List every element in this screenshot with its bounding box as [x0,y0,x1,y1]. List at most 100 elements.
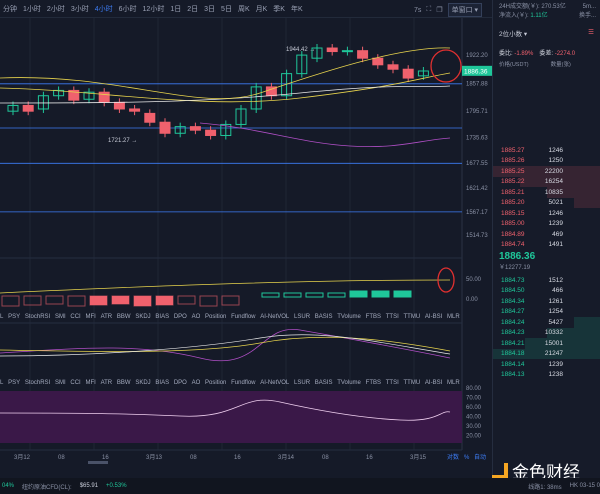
time-scroll-handle[interactable] [88,461,108,464]
timeframe-5[interactable]: 6小时 [118,5,137,13]
asks-row[interactable]: 1885.15 1246 [493,208,600,219]
depth-bar [493,348,600,359]
asks-row[interactable]: 1885.25 22200 [493,166,600,177]
window-mode-select[interactable]: 单窗口 ▾ [447,3,483,17]
indicator-tab[interactable]: ATR [100,380,113,386]
oil-label: 纽约原油CFD(CL): [22,484,72,491]
bids-row[interactable]: 1884.73 1512 [493,275,600,286]
indicator-tab[interactable]: MLR [447,380,460,386]
indicator-tab[interactable]: StochRSI [24,380,51,386]
indicator-tab[interactable]: AO [191,380,201,386]
indicator-tab[interactable]: TVolume [337,380,361,386]
timeframe-3[interactable]: 3小时 [70,5,89,13]
indicator-tab[interactable]: L [0,314,4,320]
indicator-tab[interactable]: Fundflow [231,314,256,320]
bids-row[interactable]: 1884.27 1254 [493,307,600,318]
indicator-tab[interactable]: PSY [8,314,21,320]
timeframe-11[interactable]: 周K [237,5,250,13]
timeframe-1[interactable]: 1小时 [23,5,41,13]
timeframe-10[interactable]: 5日 [221,5,232,13]
timeframe-12[interactable]: 月K [255,5,268,13]
depth-bar [493,166,600,177]
timeframe-0[interactable]: 分钟 [3,5,17,13]
bids-row[interactable]: 1884.13 1238 [493,370,600,381]
indicator-tab[interactable]: TVolume [337,314,361,320]
indicator-tab[interactable]: StochRSI [24,314,51,320]
axis-control-auto[interactable]: 自动 [474,453,486,461]
layout-icon[interactable]: ☰ [588,29,594,36]
axis-control-log[interactable]: 对数 [447,453,459,461]
asks-row[interactable]: 1885.26 1250 [493,156,600,167]
bids-row[interactable]: 1884.18 21247 [493,348,600,359]
asks-list: 1885.27 1246 1885.26 1250 1885.25 22200 1885.2… [493,145,600,250]
indicator-tab[interactable]: FTBS [365,380,381,386]
fullscreen-icon[interactable]: ⛶ [426,6,432,13]
asks-row[interactable]: 1884.74 1491 [493,240,600,251]
kline-chart[interactable]: 1922.20 1857.88 1795.71 1735.63 1677.55 1621.… [0,18,492,478]
indicator-tab[interactable]: CCI [70,380,81,386]
indicator-tab[interactable]: ATR [100,314,113,320]
indicator-tab[interactable]: BBW [116,314,131,320]
bids-row[interactable]: 1884.34 1261 [493,296,600,307]
indicator-tab[interactable]: SKDJ [135,380,151,386]
indicator-tab[interactable]: SMI [54,314,66,320]
indicator-tab[interactable]: AI-NetVOL [260,314,290,320]
timeframe-8[interactable]: 2日 [187,5,199,13]
indicator-tab[interactable]: AI-BSI [424,380,443,386]
bids-row[interactable]: 1884.50 466 [493,286,600,297]
timeframe-6[interactable]: 12小时 [142,5,165,13]
indicator-tab[interactable]: TTMU [403,314,421,320]
decimals-select[interactable]: 2位小数 ▾ [499,31,528,38]
indicator-tab[interactable]: Position [205,380,227,386]
bids-row[interactable]: 1884.21 15001 [493,338,600,349]
indicator-tab[interactable]: MLR [447,314,460,320]
indicator-tab[interactable]: AO [191,314,201,320]
indicator-tab[interactable]: CCI [70,314,81,320]
indicator-tab[interactable]: DPO [173,380,187,386]
indicator-tab[interactable]: PSY [8,380,21,386]
asks-row[interactable]: 1884.89 469 [493,229,600,240]
asks-row[interactable]: 1885.22 16254 [493,176,600,187]
indicator-tab[interactable]: BASIS [314,380,333,386]
bids-row[interactable]: 1884.24 5427 [493,317,600,328]
indicator-tab[interactable]: TTSI [385,314,399,320]
candle [402,68,414,79]
timeframe-4[interactable]: 4小时 [94,5,113,13]
indicator-tab[interactable]: SKDJ [135,314,151,320]
indicator-tab[interactable]: AI-BSI [424,314,443,320]
asks-row[interactable]: 1885.20 5021 [493,197,600,208]
indicator-tab[interactable]: MFI [85,380,96,386]
timeframe-2[interactable]: 2小时 [46,5,65,13]
asks-row[interactable]: 1885.21 10835 [493,187,600,198]
indicator-tab[interactable]: AI-NetVOL [260,380,290,386]
indicator-tab[interactable]: L [0,380,4,386]
indicator-tab[interactable]: LSUR [294,314,311,320]
timeframe-13[interactable]: 季K [273,5,285,13]
indicator-tab[interactable]: LSUR [294,380,311,386]
indicator-tabs-1: L PSY StochRSI SMI CCI MFI ATR BBW SKDJ BIAS DPO AO… [0,314,460,320]
window-icon[interactable]: ❐ [436,7,443,14]
candle [341,50,353,53]
indicator-tab[interactable]: Fundflow [231,380,256,386]
bids-row[interactable]: 1884.23 10332 [493,327,600,338]
diff-label: 委差: [539,51,554,57]
axis-control-pct[interactable]: % [464,455,470,461]
timeframe-7[interactable]: 1日 [170,5,182,13]
indicator-tab[interactable]: BASIS [314,314,333,320]
indicator-tab[interactable]: SMI [54,380,66,386]
timeframe-9[interactable]: 3日 [204,5,216,13]
indicator-tab[interactable]: BIAS [155,380,170,386]
indicator-tab[interactable]: MFI [85,314,96,320]
indicator-tab[interactable]: BBW [116,380,131,386]
asks-row[interactable]: 1885.00 1239 [493,219,600,230]
price: 1884.89 [501,230,525,238]
bids-row[interactable]: 1884.14 1239 [493,359,600,370]
indicator-tab[interactable]: Position [205,314,227,320]
asks-row[interactable]: 1885.27 1246 [493,145,600,156]
indicator-tab[interactable]: BIAS [155,314,170,320]
indicator-tab[interactable]: DPO [173,314,187,320]
indicator-tab[interactable]: FTBS [365,314,381,320]
timeframe-14[interactable]: 年K [290,5,303,13]
indicator-tab[interactable]: TTMU [403,380,421,386]
indicator-tab[interactable]: TTSI [385,380,399,386]
